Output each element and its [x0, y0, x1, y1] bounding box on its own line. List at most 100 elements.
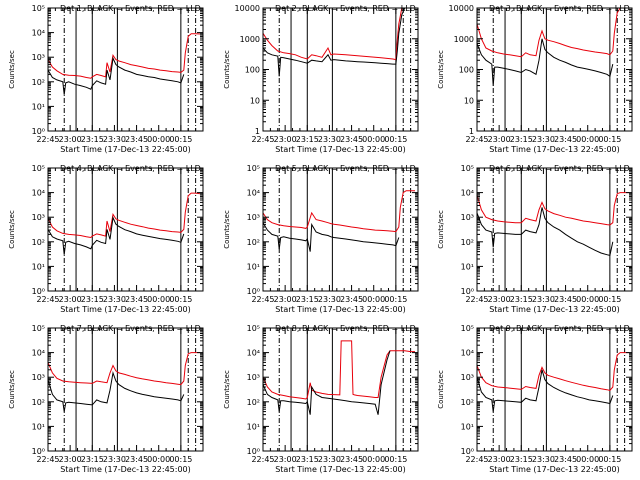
panel-det-7: 22:45 23:00 23:15 23:30 23:45 00:00 00:15 10⁰ 10…: [8, 324, 204, 474]
x-tick-label: 23:45: [125, 455, 148, 464]
panel-det-6: 22:45 23:00 23:15 23:30 23:45 00:00 00:15 10⁰ 10…: [437, 164, 633, 314]
y-tick-label: 100: [245, 66, 260, 75]
y-tick-label: 10: [464, 96, 474, 105]
y-tick-label: 10⁵: [32, 4, 45, 13]
series-lld-line: [48, 192, 201, 239]
x-tick-label: 00:15: [598, 295, 621, 304]
y-tick-label: 10⁵: [461, 164, 474, 173]
x-tick-label: 00:00: [576, 455, 599, 464]
x-axis-label: Start Time (17-Dec-13 22:45:00): [275, 145, 406, 154]
y-tick-label: 10²: [247, 398, 260, 407]
y-tick-label: 10⁰: [461, 447, 474, 456]
panel-title: Det 9, BLACK = Events, RED = LLD: [489, 324, 630, 333]
panel-det-1: 22:45 23:00 23:15 23:30 23:45 00:00 00:15 10⁰ 10…: [8, 4, 204, 154]
plot-frame: [47, 167, 204, 292]
y-tick-label: 10⁴: [32, 349, 45, 358]
series-events-line: [477, 38, 614, 86]
series-lld-line: [263, 190, 415, 233]
x-tick-label: 00:00: [576, 135, 599, 144]
x-tick-label: 23:00: [59, 295, 82, 304]
x-tick-label: 23:30: [532, 295, 555, 304]
panel-title: Det 5, BLACK = Events, RED = LLD: [275, 164, 416, 173]
x-tick-label: 23:00: [59, 455, 82, 464]
x-tick-label: 23:15: [510, 455, 533, 464]
x-tick-label: 23:45: [125, 295, 148, 304]
x-tick-label: 00:15: [169, 295, 192, 304]
x-tick-label: 23:30: [103, 135, 126, 144]
x-tick-label: 00:15: [384, 295, 407, 304]
panel-title: Det 6, BLACK = Events, RED = LLD: [489, 164, 630, 173]
y-tick-label: 10³: [461, 213, 474, 222]
y-axis-label: Counts/sec: [223, 370, 231, 409]
series-lld-line: [48, 352, 200, 386]
x-tick-label: 22:45: [36, 135, 59, 144]
x-tick-label: 00:00: [147, 455, 170, 464]
y-tick-label: 10²: [32, 78, 45, 87]
y-tick-label: 10⁴: [32, 29, 45, 38]
y-tick-label: 10⁵: [32, 164, 45, 173]
panel-title: Det 2, BLACK = Events, RED = LLD: [275, 4, 416, 13]
series-events-line: [477, 207, 614, 257]
y-tick-label: 10¹: [247, 262, 260, 271]
x-tick-label: 23:15: [296, 135, 319, 144]
x-tick-label: 23:00: [488, 135, 511, 144]
x-tick-label: 23:30: [103, 455, 126, 464]
plot-frame: [262, 167, 419, 292]
series-lld-line: [477, 8, 629, 58]
x-tick-label: 23:15: [510, 295, 533, 304]
series-lld-line: [477, 192, 629, 226]
x-tick-label: 23:30: [318, 135, 341, 144]
x-axis-label: Start Time (17-Dec-13 22:45:00): [275, 465, 406, 474]
y-tick-label: 1: [255, 127, 260, 136]
panel-title: Det 4, BLACK = Events, RED = LLD: [60, 164, 201, 173]
plot-frame: [476, 327, 633, 452]
y-tick-label: 10²: [461, 238, 474, 247]
x-tick-label: 23:15: [296, 455, 319, 464]
panel-title: Det 3, BLACK = Events, RED = LLD: [489, 4, 630, 13]
y-tick-label: 10⁵: [32, 324, 45, 333]
x-tick-label: 22:45: [465, 135, 488, 144]
panel-det-5: 22:45 23:00 23:15 23:30 23:45 00:00 00:15 10⁰ 10…: [223, 164, 419, 314]
x-tick-label: 23:15: [81, 455, 104, 464]
y-tick-label: 10³: [32, 53, 45, 62]
x-tick-label: 22:45: [465, 295, 488, 304]
x-tick-label: 00:00: [147, 135, 170, 144]
y-tick-label: 10⁵: [247, 164, 260, 173]
x-tick-label: 23:00: [274, 295, 297, 304]
x-tick-label: 23:30: [103, 295, 126, 304]
x-axis-label: Start Time (17-Dec-13 22:45:00): [60, 305, 191, 314]
x-tick-label: 23:00: [488, 455, 511, 464]
y-tick-label: 1000: [454, 35, 474, 44]
y-tick-label: 10²: [247, 238, 260, 247]
x-tick-label: 22:45: [36, 295, 59, 304]
x-tick-label: 23:45: [340, 135, 363, 144]
y-tick-label: 10¹: [461, 262, 474, 271]
y-tick-label: 10¹: [32, 102, 45, 111]
x-tick-label: 23:45: [125, 135, 148, 144]
y-tick-label: 10000: [235, 4, 260, 13]
y-tick-label: 10³: [32, 373, 45, 382]
x-tick-label: 00:15: [598, 135, 621, 144]
y-tick-label: 100: [459, 66, 474, 75]
x-axis-label: Start Time (17-Dec-13 22:45:00): [489, 465, 620, 474]
series-lld-line: [263, 8, 405, 61]
series-events-line: [263, 222, 400, 252]
y-axis-label: Counts/sec: [8, 370, 16, 409]
x-axis-label: Start Time (17-Dec-13 22:45:00): [60, 465, 191, 474]
x-tick-label: 23:15: [296, 295, 319, 304]
y-axis-label: Counts/sec: [8, 210, 16, 249]
x-tick-label: 23:30: [532, 455, 555, 464]
x-tick-label: 00:15: [384, 455, 407, 464]
x-tick-label: 23:45: [554, 455, 577, 464]
y-tick-label: 10: [250, 96, 260, 105]
x-axis-label: Start Time (17-Dec-13 22:45:00): [489, 145, 620, 154]
x-tick-label: 00:00: [362, 295, 385, 304]
y-tick-label: 10³: [32, 213, 45, 222]
x-tick-label: 22:45: [251, 455, 274, 464]
y-tick-label: 10²: [461, 398, 474, 407]
x-tick-label: 23:45: [340, 455, 363, 464]
y-tick-label: 10⁰: [32, 127, 45, 136]
y-tick-label: 10⁰: [32, 287, 45, 296]
y-tick-label: 10⁰: [247, 287, 260, 296]
x-tick-label: 23:45: [554, 295, 577, 304]
